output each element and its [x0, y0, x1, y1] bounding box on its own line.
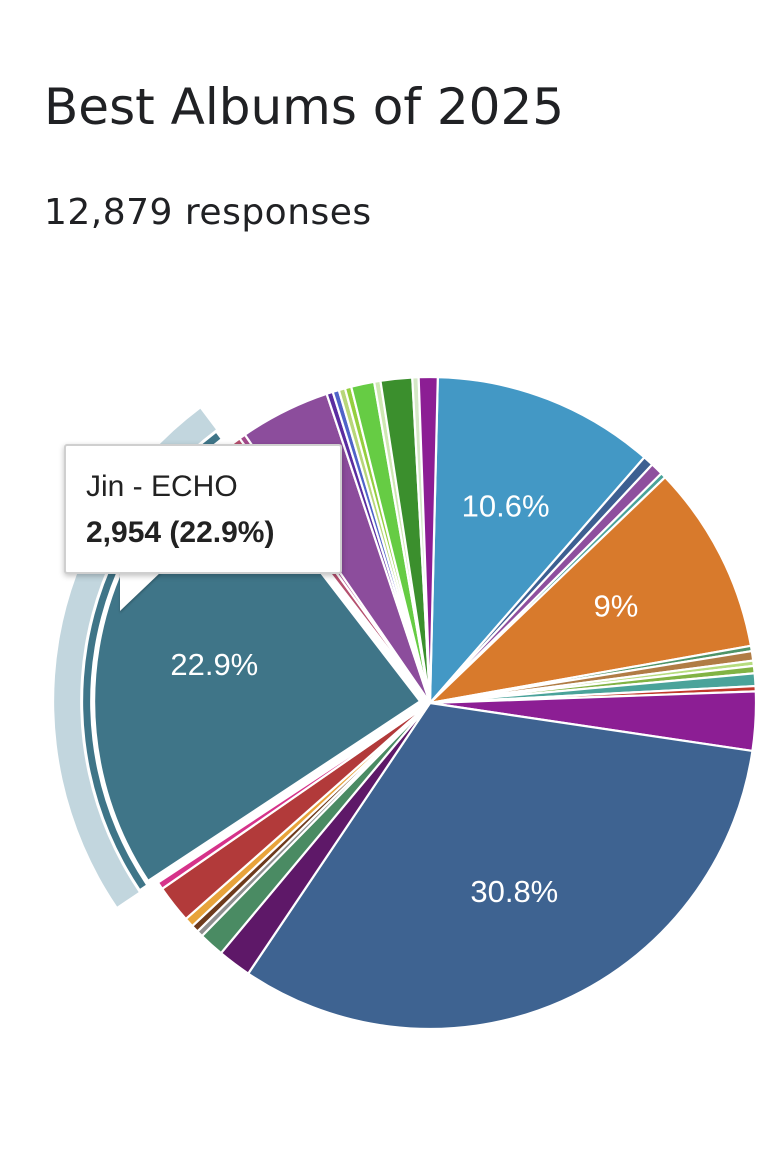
tooltip-album-value: 2,954 (22.9%) — [86, 516, 275, 549]
slice-data-label: 10.6% — [462, 489, 550, 524]
tooltip-album-name: Jin - ECHO — [86, 470, 238, 503]
tooltip-tail — [120, 571, 162, 611]
pie-slice-shape[interactable] — [156, 701, 432, 890]
pie-slice[interactable] — [417, 375, 439, 705]
pie-slice-shape[interactable] — [428, 375, 646, 705]
pie-slice[interactable] — [247, 701, 754, 1031]
pie-slice-shape[interactable] — [428, 476, 753, 705]
pie-slice[interactable] — [156, 701, 432, 890]
slice-data-label: 30.8% — [470, 874, 558, 909]
pie-slice-shape[interactable] — [417, 375, 439, 705]
slice-data-label: 22.9% — [170, 647, 258, 682]
slice-data-label: 9% — [593, 589, 638, 624]
response-count: 12,879 responses — [44, 192, 372, 233]
pie-slice[interactable] — [428, 476, 753, 705]
pie-slice[interactable] — [428, 375, 646, 705]
tooltip: Jin - ECHO 2,954 (22.9%) — [64, 444, 342, 574]
pie-slice-shape[interactable] — [247, 701, 754, 1031]
chart-title: Best Albums of 2025 — [44, 78, 565, 136]
